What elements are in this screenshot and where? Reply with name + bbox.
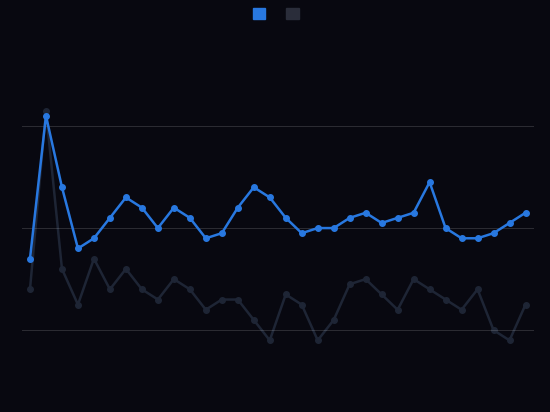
- Legend: , : ,: [247, 2, 309, 27]
